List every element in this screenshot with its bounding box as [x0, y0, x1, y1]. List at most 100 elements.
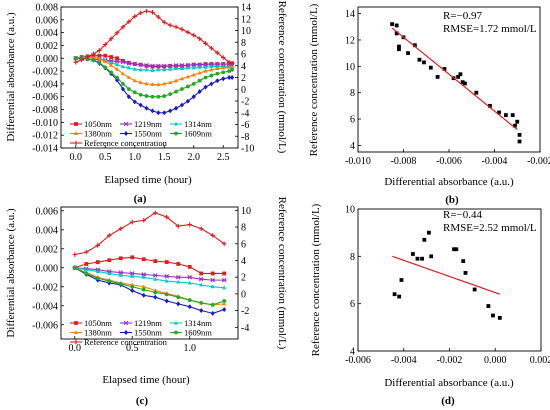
y-tick-label: 0.000 — [36, 263, 59, 274]
data-point — [221, 65, 226, 70]
rmse-text: RMSE=1.72 mmol/L — [443, 23, 537, 35]
data-point — [97, 53, 102, 58]
data-point — [215, 64, 220, 69]
y-tick-label: -0.006 — [32, 320, 58, 331]
data-point — [397, 44, 401, 49]
data-point — [141, 272, 147, 277]
x-tick-label: 0.0 — [69, 343, 82, 354]
data-point — [161, 19, 167, 25]
data-point — [227, 75, 232, 80]
data-point — [179, 27, 185, 32]
data-point — [144, 8, 149, 14]
data-point — [114, 59, 120, 64]
data-point — [114, 30, 120, 36]
data-point — [132, 61, 138, 67]
data-point — [394, 23, 399, 28]
y-tick-label: 0.000 — [36, 54, 59, 65]
panel-label: (a) — [134, 193, 147, 205]
data-point — [199, 282, 204, 287]
rmse-text: RMSE=2.52 mmol/L — [443, 222, 537, 234]
data-point — [144, 94, 149, 98]
data-point — [227, 69, 232, 73]
y-tick-label: 0.008 — [36, 3, 59, 14]
data-point — [126, 65, 131, 70]
y2-tick-label: 8 — [241, 38, 246, 49]
data-point — [130, 255, 135, 260]
legend-marker — [173, 121, 179, 126]
data-point — [491, 313, 495, 318]
series-line-1609nm — [74, 267, 225, 306]
data-point — [153, 294, 158, 300]
data-point — [199, 271, 204, 276]
y-tick-label: 0.006 — [36, 15, 59, 26]
data-point — [517, 132, 522, 137]
data-point — [118, 273, 123, 277]
data-point — [173, 63, 179, 68]
data-point — [150, 82, 155, 87]
data-point — [141, 218, 147, 223]
legend-label: Reference concentration — [84, 138, 168, 148]
data-point — [203, 84, 208, 90]
legend-marker — [123, 121, 129, 127]
series-line-1550nm — [74, 267, 225, 314]
data-point — [120, 64, 126, 69]
data-point — [141, 274, 146, 279]
legend-marker — [174, 330, 178, 335]
data-point — [179, 63, 185, 68]
y2-tick-label: -4 — [241, 108, 249, 119]
data-point — [91, 51, 96, 57]
legend-marker — [73, 140, 79, 146]
data-point — [95, 269, 100, 274]
data-point — [417, 57, 422, 62]
data-point — [103, 59, 108, 63]
data-point — [109, 70, 114, 75]
x-tick-label: 2.5 — [217, 152, 230, 163]
data-point — [221, 277, 227, 283]
data-point — [107, 279, 112, 283]
x-tick-label: 1.0 — [183, 343, 196, 354]
data-point — [126, 87, 131, 91]
data-point — [97, 60, 102, 65]
data-point — [103, 65, 108, 70]
data-point — [209, 61, 214, 67]
data-point — [185, 84, 190, 89]
panel-label: (c) — [136, 395, 149, 407]
data-point — [176, 279, 181, 284]
data-point — [427, 230, 431, 235]
data-point — [164, 260, 169, 264]
data-point — [138, 62, 143, 67]
data-point — [442, 67, 447, 71]
data-point — [513, 123, 517, 128]
data-point — [221, 76, 226, 82]
data-point — [173, 78, 179, 83]
data-point — [203, 41, 208, 46]
data-point — [515, 119, 520, 124]
data-point — [168, 80, 173, 85]
data-point — [197, 64, 202, 69]
data-point — [222, 301, 227, 306]
data-point — [138, 80, 143, 85]
data-point — [150, 63, 155, 69]
data-point — [120, 59, 126, 65]
legend-marker — [123, 330, 129, 335]
data-point — [167, 22, 173, 28]
data-point — [185, 29, 191, 35]
y-tick-label: 0.006 — [36, 206, 59, 217]
data-point — [174, 89, 178, 94]
data-point — [156, 14, 161, 20]
data-point — [411, 252, 415, 256]
data-point — [422, 60, 426, 65]
data-point — [397, 47, 401, 52]
correlation-text: R=−0.44 — [443, 209, 482, 221]
data-point — [168, 66, 173, 71]
data-point — [197, 62, 202, 67]
data-point — [397, 294, 402, 299]
data-point — [472, 287, 477, 292]
y-tick-label: -0.006 — [32, 92, 58, 103]
data-point — [173, 24, 179, 30]
y-tick-label: 0.004 — [36, 225, 59, 236]
data-point — [144, 67, 149, 72]
x-tick-label: -0.008 — [391, 156, 417, 167]
data-point — [420, 256, 424, 261]
x-tick-label: 0.000 — [484, 355, 507, 366]
